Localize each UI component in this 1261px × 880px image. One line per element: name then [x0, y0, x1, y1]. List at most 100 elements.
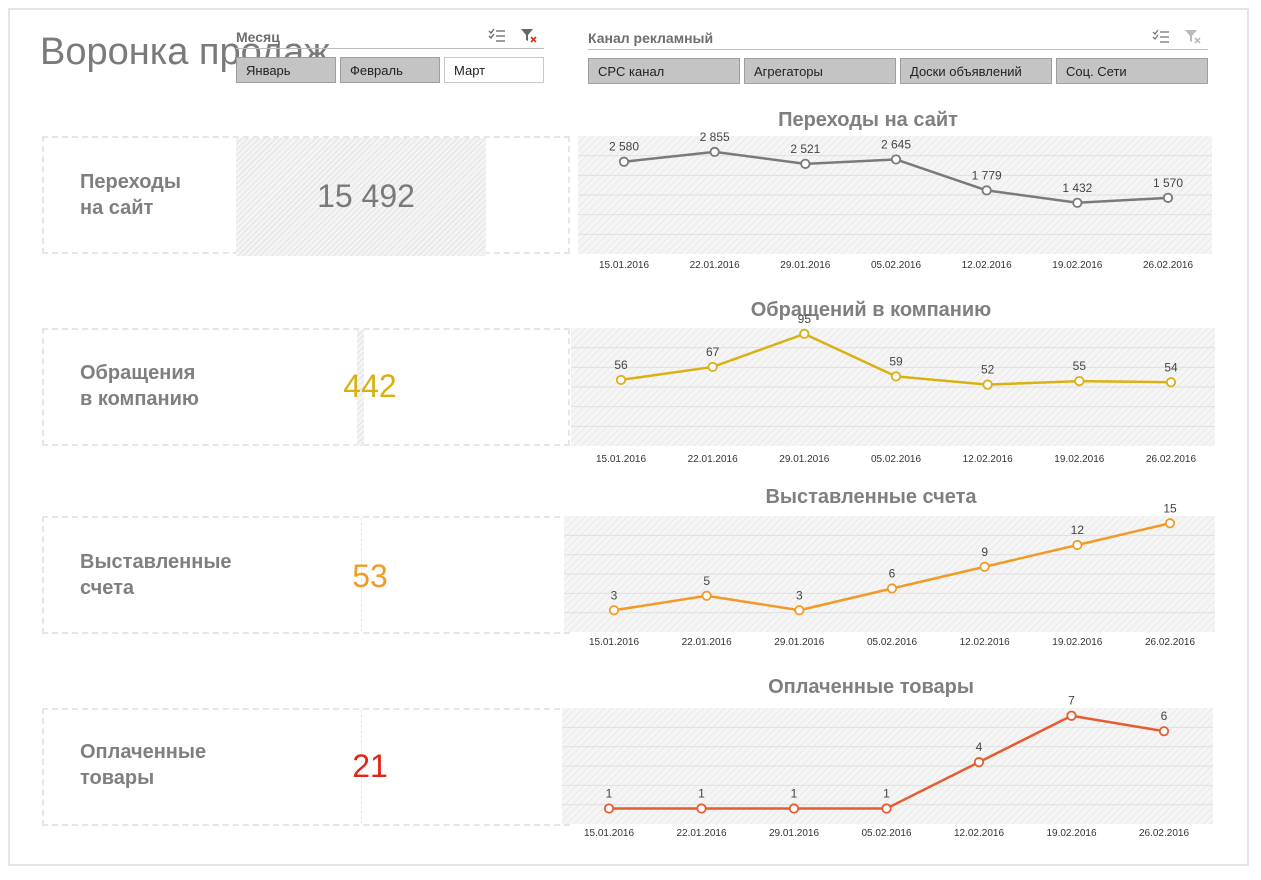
clear-filter-icon[interactable]: [520, 28, 538, 44]
data-label: 54: [1164, 360, 1178, 374]
data-label: 7: [1068, 694, 1075, 708]
data-point: [886, 583, 898, 594]
kpi-label-invoices: Выставленные счета: [80, 551, 232, 599]
channel-slicer: Канал рекламный CPC канал Агрегатор: [588, 27, 1208, 87]
kpi-value-invoices: 53: [352, 558, 388, 594]
chart-invoices: 3 5 3 6 9 12 15 15.01.2016 22.01.2016 29.01.2016 0…: [564, 501, 1215, 648]
channel-item-social[interactable]: Соц. Сети: [1056, 58, 1208, 84]
data-point: [979, 561, 990, 572]
data-point: [1074, 375, 1085, 387]
channel-item-cpc[interactable]: CPC канал: [588, 58, 740, 84]
x-tick-label: 12.02.2016: [954, 828, 1004, 839]
kpi-label-requests: Обращения в компанию: [80, 362, 200, 410]
data-label: 1 432: [1062, 181, 1092, 195]
x-tick-label: 12.02.2016: [963, 454, 1013, 465]
data-point: [973, 757, 985, 768]
x-tick-label: 26.02.2016: [1145, 637, 1195, 648]
data-point: [881, 803, 892, 814]
data-label: 1: [606, 787, 613, 801]
kpi-tile-requests: [357, 330, 364, 446]
chart-title-requests: Обращений в компанию: [750, 299, 992, 321]
data-label: 15: [1163, 501, 1177, 515]
data-label: 6: [889, 567, 896, 581]
x-tick-label: 22.01.2016: [690, 260, 740, 271]
data-point: [794, 605, 805, 616]
data-label: 2 521: [790, 142, 820, 156]
data-point: [982, 379, 993, 390]
data-point: [1072, 539, 1083, 551]
data-label: 3: [611, 588, 618, 602]
data-point: [1066, 710, 1077, 721]
channel-slicer-label: Канал рекламный: [588, 30, 714, 46]
data-label: 95: [798, 312, 812, 326]
x-tick-label: 29.01.2016: [769, 828, 819, 839]
clear-filter-icon[interactable]: [1184, 29, 1202, 45]
data-point: [1165, 377, 1177, 388]
x-tick-label: 05.02.2016: [871, 260, 921, 271]
data-label: 1: [791, 787, 798, 801]
kpi-divider-paid: [361, 710, 362, 824]
month-item-march[interactable]: Март: [444, 57, 544, 83]
data-label: 2 580: [609, 140, 639, 154]
kpi-value-paid: 21: [352, 748, 388, 784]
x-tick-label: 26.02.2016: [1139, 828, 1189, 839]
data-point: [788, 803, 800, 814]
kpi-value-requests: 442: [343, 368, 397, 404]
kpi-value-visits: 15 492: [317, 178, 415, 214]
channel-item-boards[interactable]: Доски объявлений: [900, 58, 1052, 84]
data-point: [799, 328, 810, 339]
multi-select-icon[interactable]: [488, 28, 506, 44]
x-tick-label: 12.02.2016: [962, 260, 1012, 271]
x-tick-label: 15.01.2016: [584, 828, 634, 839]
x-tick-label: 05.02.2016: [871, 454, 921, 465]
data-label: 6: [1161, 709, 1168, 723]
data-point: [615, 374, 627, 386]
x-tick-label: 15.01.2016: [596, 454, 646, 465]
data-label: 5: [703, 574, 710, 588]
data-point: [707, 361, 718, 373]
data-point: [701, 590, 712, 601]
x-tick-label: 19.02.2016: [1054, 454, 1104, 465]
data-label: 67: [706, 345, 720, 359]
kpi-box-requests: [42, 328, 570, 446]
data-point: [1072, 197, 1083, 208]
data-label: 12: [1071, 523, 1085, 537]
kpi-divider-invoices: [361, 518, 362, 632]
data-point: [981, 185, 992, 196]
channel-slicer-header: Канал рекламный: [588, 27, 1208, 50]
channel-item-aggregators[interactable]: Агрегаторы: [744, 58, 896, 84]
data-label: 4: [976, 740, 983, 754]
x-tick-label: 22.01.2016: [688, 454, 738, 465]
x-tick-label: 05.02.2016: [867, 637, 917, 648]
x-tick-label: 12.02.2016: [960, 637, 1010, 648]
data-point: [1158, 726, 1170, 737]
chart-visits: 2 580 2 855 2 521 2 645 1 779 1 432 1 570 15.01…: [578, 130, 1212, 271]
chart-title-visits: Переходы на сайт: [778, 109, 958, 131]
data-point: [890, 154, 902, 165]
data-label: 56: [614, 358, 628, 372]
x-tick-label: 26.02.2016: [1146, 454, 1196, 465]
month-slicer-label: Месяц: [236, 29, 280, 45]
kpi-label-visits: Переходы на сайт: [80, 171, 181, 219]
chart-paid: 1 1 1 1 4 7 6 15.01.2016 22.01.2016 29.01.2016 05.…: [562, 694, 1213, 839]
x-tick-label: 29.01.2016: [774, 637, 824, 648]
x-tick-label: 22.01.2016: [682, 637, 732, 648]
chart-title-paid: Оплаченные товары: [768, 676, 974, 698]
data-label: 1: [698, 787, 705, 801]
multi-select-icon[interactable]: [1152, 29, 1170, 45]
x-tick-label: 29.01.2016: [779, 454, 829, 465]
x-tick-label: 15.01.2016: [599, 260, 649, 271]
month-slicer: Месяц Январь Февраль Март: [236, 26, 544, 86]
data-point: [1162, 192, 1174, 203]
data-label: 2 645: [881, 137, 911, 151]
month-item-february[interactable]: Февраль: [340, 57, 440, 83]
data-label: 1 779: [972, 168, 1002, 182]
data-label: 3: [796, 588, 803, 602]
data-point: [603, 803, 615, 814]
data-label: 1 570: [1153, 176, 1183, 190]
chart-requests: 56 67 95 59 52 55 54 15.01.2016 22.01.2016 29.01.…: [571, 312, 1215, 465]
month-slicer-header: Месяц: [236, 26, 544, 49]
month-item-january[interactable]: Январь: [236, 57, 336, 83]
kpi-label-paid: Оплаченные товары: [80, 741, 207, 789]
data-point: [890, 371, 902, 382]
